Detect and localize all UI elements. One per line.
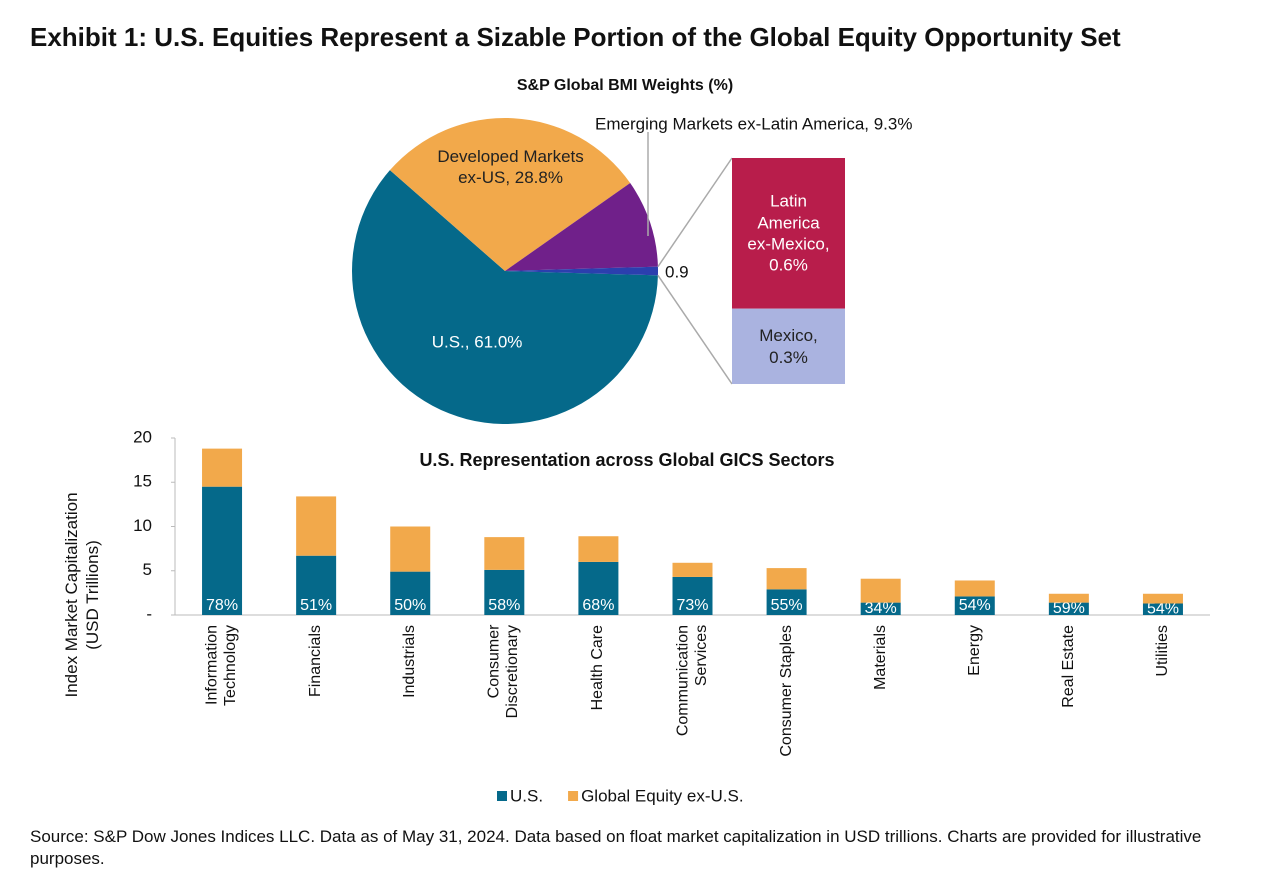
breakdown-bar <box>732 158 845 309</box>
breakdown-label: Mexico, 0.3% <box>759 326 818 367</box>
breakdown-label: Latin America ex-Mexico, 0.6% <box>747 191 830 275</box>
share-label: 51% <box>300 597 332 614</box>
bar-segment <box>766 568 807 590</box>
y-tick-label: - <box>146 604 152 623</box>
bar-segment <box>766 589 807 615</box>
bar-segment <box>578 536 619 562</box>
bar-segment <box>202 486 243 615</box>
share-label: 78% <box>206 597 238 614</box>
y-axis-title: Index Market Capitalization (USD Trillio… <box>61 492 102 698</box>
share-label: 68% <box>582 597 614 614</box>
share-label: 54% <box>959 597 991 614</box>
bar-segment <box>484 537 525 570</box>
bar-segment <box>1142 603 1183 615</box>
x-tick-label: Financials <box>306 625 324 698</box>
pie-slice <box>351 170 658 424</box>
breakdown-bar <box>732 308 845 384</box>
bar-segment <box>1048 602 1089 615</box>
bar-segment <box>484 569 525 615</box>
pie-label: Emerging Markets ex-Latin America, 9.3% <box>595 114 912 133</box>
x-tick-label: Real Estate <box>1059 625 1077 708</box>
bar-segment <box>1048 593 1089 603</box>
bar-segment <box>672 562 713 577</box>
pie-slice <box>389 118 631 272</box>
pie-title: S&P Global BMI Weights (%) <box>517 77 733 94</box>
pie-slice <box>505 183 658 271</box>
x-tick-label: Communication Services <box>674 625 710 737</box>
bar-segment <box>672 576 713 615</box>
bar-segment <box>860 602 901 615</box>
x-tick-label: Consumer Staples <box>777 625 795 757</box>
share-label: 58% <box>488 597 520 614</box>
pie-label: Developed Markets ex-US, 28.8% <box>437 146 584 188</box>
exhibit-title: Exhibit 1: U.S. Equities Represent a Siz… <box>30 22 1121 52</box>
share-label: 59% <box>1053 600 1085 617</box>
pie-label: 0.9 <box>665 262 689 281</box>
x-tick-label: Materials <box>871 625 889 690</box>
bar-segment <box>578 561 619 615</box>
pie-label: U.S., 61.0% <box>431 332 523 352</box>
bar-segment <box>390 571 431 615</box>
bar-segment <box>1142 593 1183 604</box>
share-label: 73% <box>676 597 708 614</box>
pie-slice <box>505 266 659 276</box>
bar-segment <box>390 526 431 572</box>
x-tick-label: Utilities <box>1153 625 1171 677</box>
bar-segment <box>954 596 995 615</box>
legend-label: Global Equity ex-U.S. <box>581 786 744 805</box>
x-tick-label: Industrials <box>401 625 419 698</box>
bar-chart-title: U.S. Representation across Global GICS S… <box>419 450 834 470</box>
bar-segment <box>202 448 243 487</box>
legend-swatch <box>568 791 579 801</box>
share-label: 50% <box>394 597 426 614</box>
source-note: Source: S&P Dow Jones Indices LLC. Data … <box>30 827 1202 869</box>
connector-line <box>657 274 733 385</box>
share-label: 54% <box>1147 600 1179 617</box>
connector-line <box>657 157 733 268</box>
bar-segment <box>860 578 901 603</box>
y-tick-label: 10 <box>133 516 152 535</box>
x-tick-label: Health Care <box>589 625 607 711</box>
share-label: 34% <box>865 600 897 617</box>
y-tick-label: 15 <box>133 472 152 491</box>
x-tick-label: Information Technology <box>203 625 240 706</box>
bar-segment <box>954 580 995 597</box>
x-tick-label: Consumer Discretionary <box>485 625 522 719</box>
bar-segment <box>296 555 337 615</box>
share-label: 55% <box>771 597 803 614</box>
legend-label: U.S. <box>510 786 543 805</box>
x-tick-label: Energy <box>965 625 983 676</box>
y-tick-label: 20 <box>133 427 152 446</box>
y-tick-label: 5 <box>143 560 152 579</box>
legend-swatch <box>497 791 507 801</box>
bar-segment <box>296 496 337 556</box>
